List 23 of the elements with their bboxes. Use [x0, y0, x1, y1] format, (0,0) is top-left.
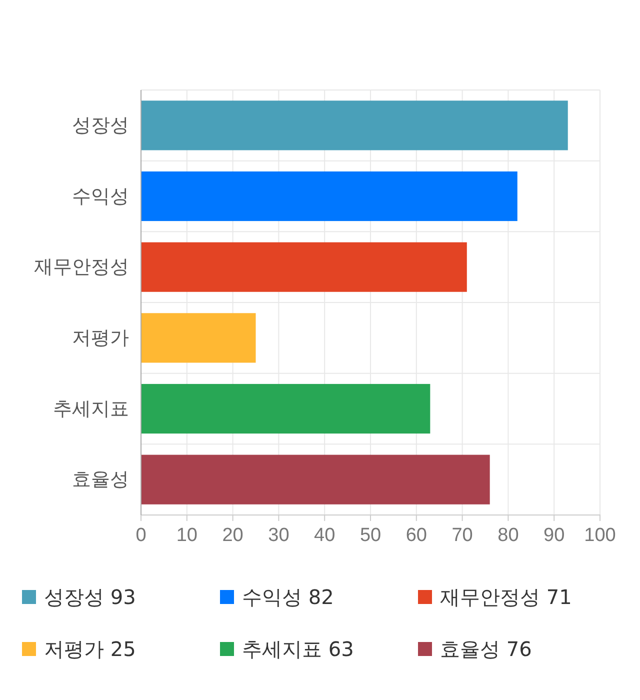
y-tick-label: 효율성	[72, 470, 129, 491]
legend-label: 추세지표 63	[242, 637, 354, 661]
x-tick-label: 0	[136, 525, 146, 546]
x-tick-label: 80	[498, 525, 519, 546]
x-tick-label: 10	[176, 525, 198, 546]
y-tick-label: 재무안정성	[34, 257, 129, 278]
x-tick-label: 70	[452, 525, 473, 546]
y-tick-label: 저평가	[72, 328, 129, 349]
legend-label: 성장성 93	[44, 585, 136, 609]
y-tick-label: 수익성	[72, 186, 129, 208]
x-tick-label: 20	[222, 525, 244, 546]
x-tick-label: 90	[544, 525, 565, 546]
x-tick-label: 60	[406, 525, 427, 546]
x-tick-label: 100	[584, 525, 616, 546]
x-tick-label: 50	[360, 525, 382, 546]
legend-label: 효율성 76	[440, 637, 532, 661]
y-tick-label: 성장성	[72, 115, 129, 136]
legend-label: 재무안정성 71	[440, 585, 572, 609]
x-tick-label: 30	[268, 525, 290, 546]
legend-label: 수익성 82	[242, 585, 334, 609]
x-tick-label: 40	[314, 525, 336, 546]
legend-label: 저평가 25	[44, 637, 136, 661]
y-tick-label: 추세지표	[53, 398, 129, 420]
